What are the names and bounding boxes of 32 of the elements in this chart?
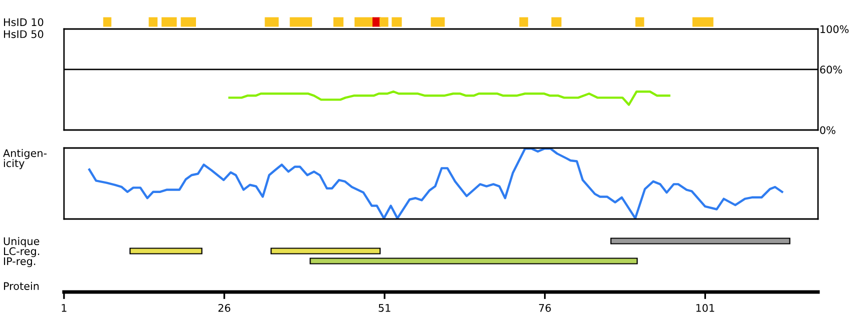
y-tick-label: HsID 10 [4,18,44,26]
bar [430,17,445,27]
bar [380,17,388,27]
bar [692,17,714,27]
bar [180,17,196,27]
bar [635,17,644,27]
line-series [228,90,670,106]
y-tick-label: 0% [820,126,836,134]
y-tick-label: IP-reg. [4,257,36,268]
bar [290,17,312,27]
bar [162,17,177,27]
y-tick-label: 60% [820,66,842,74]
bar [519,17,528,27]
x-tick-label: 26 [218,304,230,312]
y-tick-label: LC-reg. [4,247,40,258]
bar [148,17,158,27]
x-tick-label: 76 [539,304,551,312]
x-axis-title: Protein [4,282,39,290]
y-tick-label: 100% [820,25,849,34]
x-tick-label: 51 [378,304,390,312]
y-tick-label: Unique [4,237,40,248]
y-axis-title: HsID 50 [4,30,44,38]
bar [264,17,279,27]
bar [354,17,374,27]
bar [551,17,562,27]
x-tick-label: 101 [696,304,714,312]
x-tick-label: 1 [62,304,66,312]
bar [333,17,344,27]
bar [372,17,381,27]
bar [392,17,402,27]
bar [103,17,112,27]
y-axis-title: Antigen- icity [3,149,47,170]
